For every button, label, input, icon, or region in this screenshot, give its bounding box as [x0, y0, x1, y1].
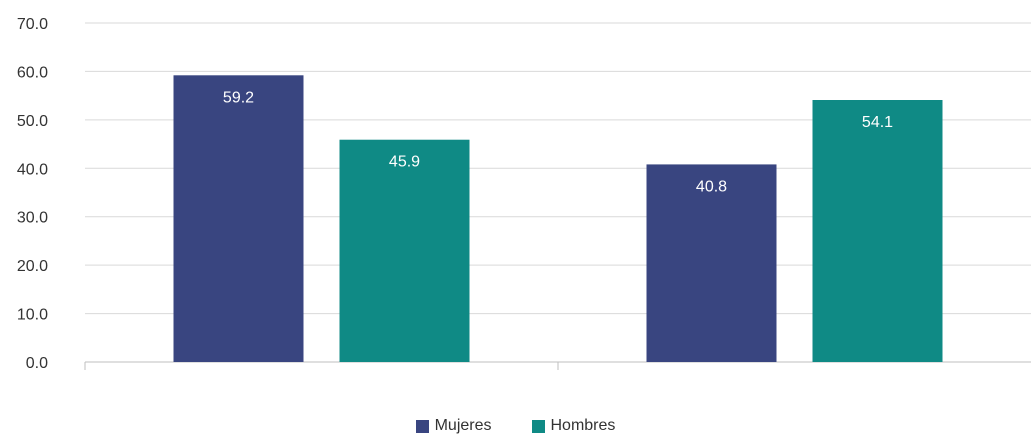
legend: Mujeres Hombres	[0, 416, 1031, 436]
y-tick-label: 10.0	[17, 307, 48, 324]
bar-mujeres-0	[173, 75, 304, 362]
data-label: 45.9	[389, 154, 420, 171]
bar-hombres-1	[812, 100, 943, 362]
data-label: 54.1	[862, 114, 893, 131]
bar-chart: 0.0 10.0 20.0 30.0 40.0 50.0 60.0 70.0 59.2 45.9 4…	[17, 16, 1031, 372]
bar-mujeres-1	[646, 164, 777, 362]
y-tick-label: 70.0	[17, 16, 48, 33]
legend-item-hombres: Hombres	[531, 416, 616, 436]
y-tick-label: 50.0	[17, 113, 48, 130]
legend-label-hombres: Hombres	[550, 417, 616, 434]
legend-swatch-hombres	[531, 419, 545, 433]
legend-item-mujeres: Mujeres	[415, 416, 492, 436]
y-tick-label: 0.0	[26, 355, 48, 372]
bar-hombres-0	[339, 139, 470, 362]
y-tick-label: 40.0	[17, 161, 48, 178]
y-tick-label: 60.0	[17, 64, 48, 81]
y-tick-label: 20.0	[17, 258, 48, 275]
data-label: 59.2	[223, 89, 254, 106]
y-tick-label: 30.0	[17, 210, 48, 227]
data-label: 40.8	[696, 178, 727, 195]
legend-label-mujeres: Mujeres	[434, 417, 492, 434]
legend-swatch-mujeres	[415, 419, 429, 433]
